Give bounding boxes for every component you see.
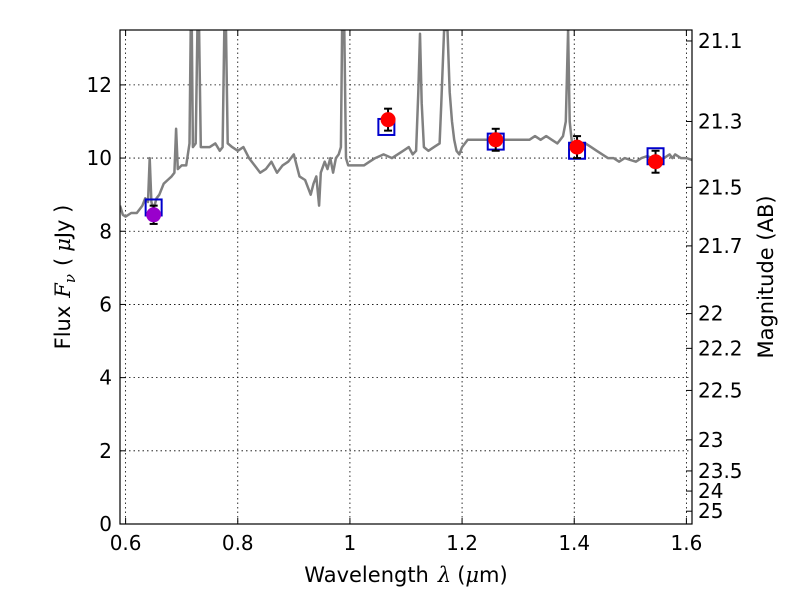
right-tick-label: 21.5 <box>698 175 743 199</box>
y-tick-label: 0 <box>99 512 112 536</box>
x-axis-label-unit-mu: μ <box>465 563 479 587</box>
y-axis-label-unit-mu: μ <box>51 238 75 252</box>
x-tick-label: 0.8 <box>222 531 254 555</box>
y-axis-label-subscript: ν <box>61 274 79 283</box>
right-tick-label: 21.3 <box>698 109 743 133</box>
x-tick-label: 1.6 <box>670 531 702 555</box>
observed-photometry-markers <box>146 112 664 223</box>
x-tick-label: 1.4 <box>558 531 590 555</box>
x-axis-label: Wavelength λ (μm) <box>304 563 507 587</box>
observed-photometry-point <box>146 207 162 223</box>
plot-area <box>120 30 692 225</box>
x-axis-label-unit-rest: m) <box>479 563 508 587</box>
y-tick-label: 6 <box>99 292 112 316</box>
y-tick-label: 2 <box>99 439 112 463</box>
right-tick-label: 23.5 <box>698 459 743 483</box>
observed-photometry-point <box>569 139 585 155</box>
right-tick-label: 23 <box>698 428 723 452</box>
right-tick-label: 25 <box>698 499 723 523</box>
right-tick-label: 21.1 <box>698 29 743 53</box>
y-tick-label: 4 <box>99 366 112 390</box>
y-tick-label: 10 <box>87 146 112 170</box>
right-tick-label: 22.2 <box>698 336 743 360</box>
x-tick-label: 1.2 <box>446 531 478 555</box>
y-tick-label: 8 <box>99 219 112 243</box>
x-axis-label-text: Wavelength <box>304 563 429 587</box>
right-axis-label: Magnitude (AB) <box>754 195 778 358</box>
observed-photometry-point <box>488 132 504 148</box>
y-axis-label-text: Flux <box>51 306 75 350</box>
right-tick-label: 22.5 <box>698 378 743 402</box>
x-axis-label-unit-open: ( <box>457 563 465 587</box>
y-axis-label-unit-rest: Jy ) <box>51 205 75 241</box>
x-axis-label-symbol: λ <box>437 563 451 587</box>
right-tick-label: 21.7 <box>698 234 743 258</box>
y-axis-ticks: 0 2 4 6 8 10 12 <box>87 73 126 536</box>
x-tick-label: 0.6 <box>110 531 142 555</box>
right-tick-label: 24 <box>698 479 723 503</box>
right-tick-label: 22 <box>698 302 723 326</box>
plot-frame <box>119 29 693 525</box>
observed-photometry-point <box>380 112 396 128</box>
x-tick-label: 1 <box>344 531 357 555</box>
observed-photometry-point <box>648 154 664 170</box>
y-tick-label: 12 <box>87 73 112 97</box>
y-axis-label-unit-open: ( <box>51 258 75 266</box>
x-axis-ticks: 0.6 0.8 1 1.2 1.4 1.6 <box>110 30 702 555</box>
y-axis-label: Flux Fν ( μJy ) <box>51 205 79 350</box>
y-axis-label-symbol: F <box>51 282 75 299</box>
